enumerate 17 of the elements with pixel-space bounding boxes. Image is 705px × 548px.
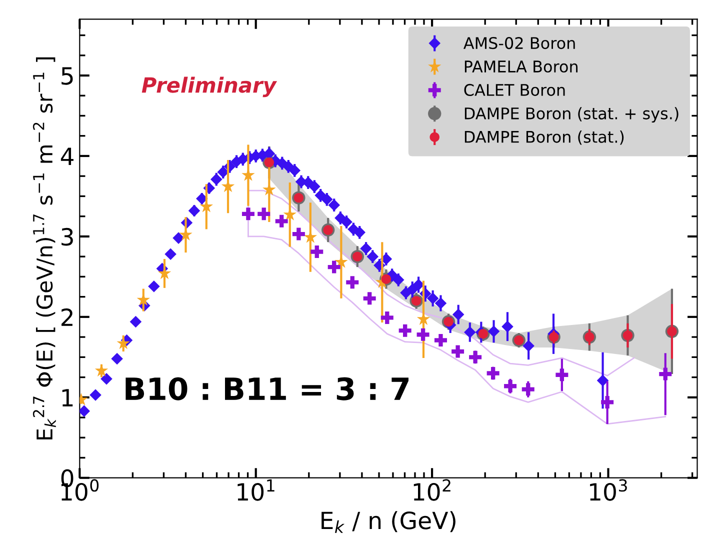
- x-axis-title: E$_{k}$ / n (GeV): [322, 511, 456, 533]
- text: E$_{k}$$^{2.7}$ Φ(E) [ (GeV/n)$^{1.7}$ s$^{−1}$ m$^{−2}$ sr$^{−1}$ ]: [32, 57, 56, 440]
- y-tick-label: 3: [62, 228, 73, 246]
- x-tick-label: 10$^{3}$: [590, 479, 627, 501]
- y-tick-label: 5: [62, 67, 73, 85]
- legend-label: AMS-02 Boron: [463, 37, 575, 50]
- legend-label: CALET Boron: [464, 84, 565, 96]
- legend-label: DAMPE Boron (stat.): [464, 130, 624, 145]
- y-tick-label: 4: [60, 148, 74, 165]
- annotation: Preliminary: [142, 76, 278, 98]
- y-tick-label: 2: [62, 308, 72, 326]
- x-tick-label: 10$^{1}$: [238, 479, 274, 501]
- legend-label: PAMELA Boron: [464, 60, 578, 73]
- x-tick-label: 10$^{2}$: [414, 479, 450, 501]
- legend-label: DAMPE Boron (stat. + sys.): [464, 107, 678, 123]
- annotation: B10 : B11 = 3 : 7: [126, 377, 408, 400]
- y-tick-label: 1: [62, 389, 73, 406]
